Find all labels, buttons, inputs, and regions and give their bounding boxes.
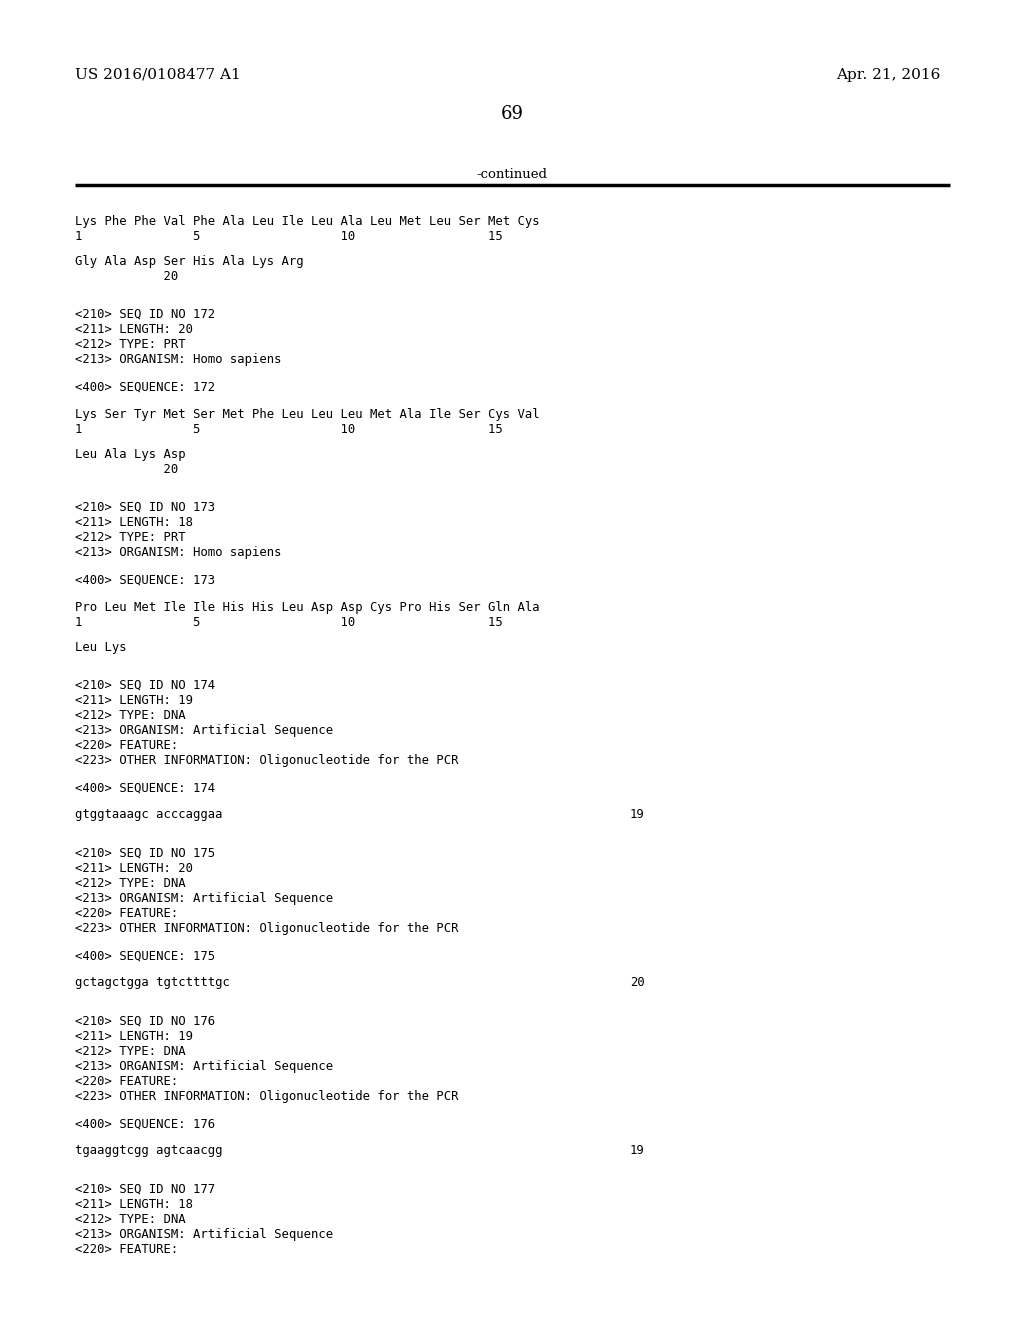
Text: 69: 69 bbox=[501, 106, 523, 123]
Text: 1               5                   10                  15: 1 5 10 15 bbox=[75, 616, 503, 630]
Text: <210> SEQ ID NO 172: <210> SEQ ID NO 172 bbox=[75, 308, 215, 321]
Text: Leu Lys: Leu Lys bbox=[75, 642, 127, 653]
Text: <400> SEQUENCE: 173: <400> SEQUENCE: 173 bbox=[75, 574, 215, 587]
Text: <210> SEQ ID NO 173: <210> SEQ ID NO 173 bbox=[75, 502, 215, 513]
Text: Apr. 21, 2016: Apr. 21, 2016 bbox=[836, 69, 940, 82]
Text: <223> OTHER INFORMATION: Oligonucleotide for the PCR: <223> OTHER INFORMATION: Oligonucleotide… bbox=[75, 921, 459, 935]
Text: <212> TYPE: DNA: <212> TYPE: DNA bbox=[75, 876, 185, 890]
Text: <220> FEATURE:: <220> FEATURE: bbox=[75, 739, 178, 752]
Text: <210> SEQ ID NO 174: <210> SEQ ID NO 174 bbox=[75, 678, 215, 692]
Text: Gly Ala Asp Ser His Ala Lys Arg: Gly Ala Asp Ser His Ala Lys Arg bbox=[75, 255, 304, 268]
Text: Leu Ala Lys Asp: Leu Ala Lys Asp bbox=[75, 447, 185, 461]
Text: <213> ORGANISM: Artificial Sequence: <213> ORGANISM: Artificial Sequence bbox=[75, 723, 333, 737]
Text: Lys Phe Phe Val Phe Ala Leu Ile Leu Ala Leu Met Leu Ser Met Cys: Lys Phe Phe Val Phe Ala Leu Ile Leu Ala … bbox=[75, 215, 540, 228]
Text: <212> TYPE: PRT: <212> TYPE: PRT bbox=[75, 531, 185, 544]
Text: <210> SEQ ID NO 177: <210> SEQ ID NO 177 bbox=[75, 1183, 215, 1196]
Text: 19: 19 bbox=[630, 1144, 645, 1158]
Text: <210> SEQ ID NO 176: <210> SEQ ID NO 176 bbox=[75, 1015, 215, 1028]
Text: <211> LENGTH: 19: <211> LENGTH: 19 bbox=[75, 694, 193, 708]
Text: <400> SEQUENCE: 176: <400> SEQUENCE: 176 bbox=[75, 1118, 215, 1131]
Text: 1               5                   10                  15: 1 5 10 15 bbox=[75, 230, 503, 243]
Text: <210> SEQ ID NO 175: <210> SEQ ID NO 175 bbox=[75, 847, 215, 861]
Text: <211> LENGTH: 20: <211> LENGTH: 20 bbox=[75, 862, 193, 875]
Text: 20: 20 bbox=[630, 975, 645, 989]
Text: <211> LENGTH: 18: <211> LENGTH: 18 bbox=[75, 1199, 193, 1210]
Text: <400> SEQUENCE: 172: <400> SEQUENCE: 172 bbox=[75, 381, 215, 393]
Text: Lys Ser Tyr Met Ser Met Phe Leu Leu Leu Met Ala Ile Ser Cys Val: Lys Ser Tyr Met Ser Met Phe Leu Leu Leu … bbox=[75, 408, 540, 421]
Text: <400> SEQUENCE: 174: <400> SEQUENCE: 174 bbox=[75, 781, 215, 795]
Text: US 2016/0108477 A1: US 2016/0108477 A1 bbox=[75, 69, 241, 82]
Text: 19: 19 bbox=[630, 808, 645, 821]
Text: 20: 20 bbox=[75, 463, 178, 477]
Text: <400> SEQUENCE: 175: <400> SEQUENCE: 175 bbox=[75, 950, 215, 964]
Text: tgaaggtcgg agtcaacgg: tgaaggtcgg agtcaacgg bbox=[75, 1144, 222, 1158]
Text: <223> OTHER INFORMATION: Oligonucleotide for the PCR: <223> OTHER INFORMATION: Oligonucleotide… bbox=[75, 754, 459, 767]
Text: <220> FEATURE:: <220> FEATURE: bbox=[75, 1243, 178, 1257]
Text: <213> ORGANISM: Homo sapiens: <213> ORGANISM: Homo sapiens bbox=[75, 546, 282, 558]
Text: gctagctgga tgtcttttgc: gctagctgga tgtcttttgc bbox=[75, 975, 229, 989]
Text: <211> LENGTH: 19: <211> LENGTH: 19 bbox=[75, 1030, 193, 1043]
Text: <220> FEATURE:: <220> FEATURE: bbox=[75, 907, 178, 920]
Text: <213> ORGANISM: Homo sapiens: <213> ORGANISM: Homo sapiens bbox=[75, 352, 282, 366]
Text: <212> TYPE: DNA: <212> TYPE: DNA bbox=[75, 709, 185, 722]
Text: Pro Leu Met Ile Ile His His Leu Asp Asp Cys Pro His Ser Gln Ala: Pro Leu Met Ile Ile His His Leu Asp Asp … bbox=[75, 601, 540, 614]
Text: <220> FEATURE:: <220> FEATURE: bbox=[75, 1074, 178, 1088]
Text: <212> TYPE: PRT: <212> TYPE: PRT bbox=[75, 338, 185, 351]
Text: 1               5                   10                  15: 1 5 10 15 bbox=[75, 422, 503, 436]
Text: 20: 20 bbox=[75, 271, 178, 282]
Text: <223> OTHER INFORMATION: Oligonucleotide for the PCR: <223> OTHER INFORMATION: Oligonucleotide… bbox=[75, 1090, 459, 1104]
Text: <211> LENGTH: 20: <211> LENGTH: 20 bbox=[75, 323, 193, 337]
Text: gtggtaaagc acccaggaa: gtggtaaagc acccaggaa bbox=[75, 808, 222, 821]
Text: <212> TYPE: DNA: <212> TYPE: DNA bbox=[75, 1045, 185, 1059]
Text: <211> LENGTH: 18: <211> LENGTH: 18 bbox=[75, 516, 193, 529]
Text: <212> TYPE: DNA: <212> TYPE: DNA bbox=[75, 1213, 185, 1226]
Text: -continued: -continued bbox=[476, 168, 548, 181]
Text: <213> ORGANISM: Artificial Sequence: <213> ORGANISM: Artificial Sequence bbox=[75, 1060, 333, 1073]
Text: <213> ORGANISM: Artificial Sequence: <213> ORGANISM: Artificial Sequence bbox=[75, 1228, 333, 1241]
Text: <213> ORGANISM: Artificial Sequence: <213> ORGANISM: Artificial Sequence bbox=[75, 892, 333, 906]
